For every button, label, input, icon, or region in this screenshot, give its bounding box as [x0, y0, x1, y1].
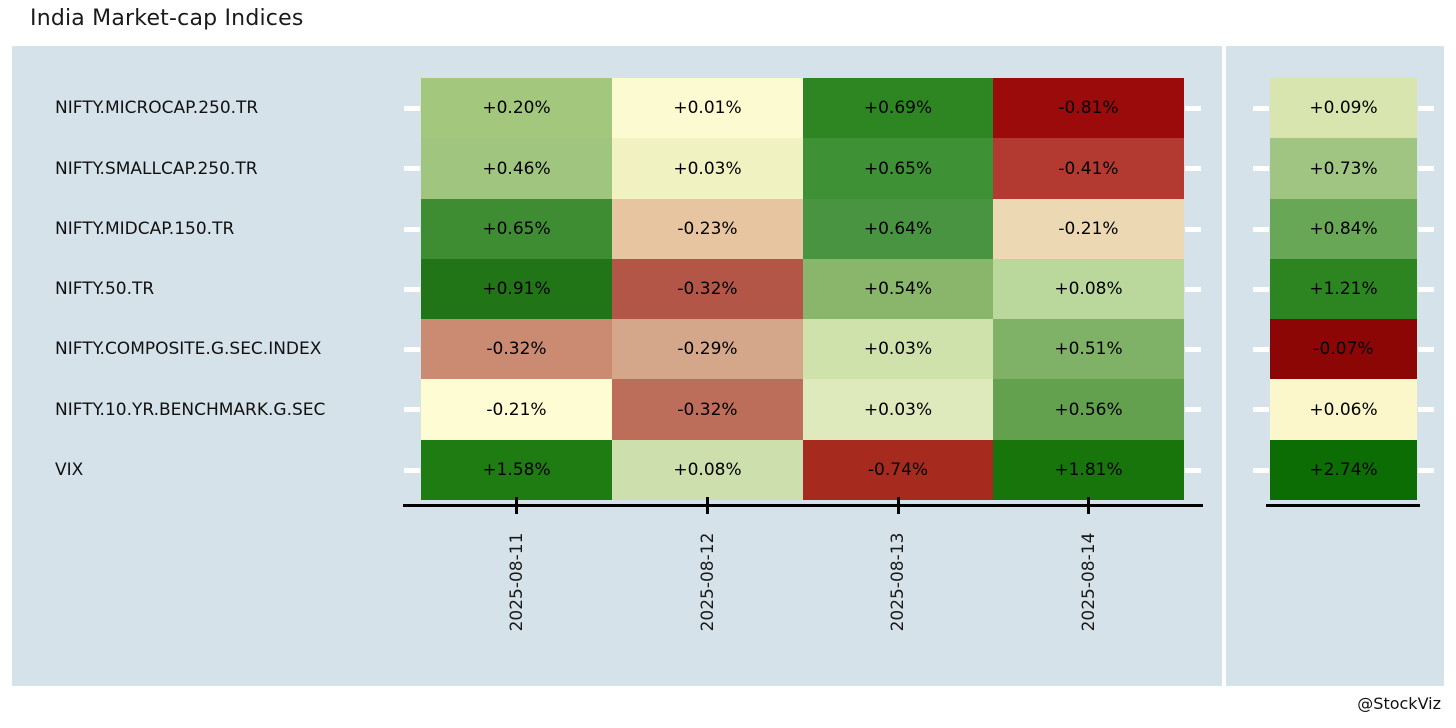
- y-tick: [1253, 347, 1269, 352]
- y-tick: [404, 166, 420, 171]
- summary-cell: +0.73%: [1270, 138, 1417, 199]
- y-tick: [1185, 106, 1201, 111]
- heatmap-cell: -0.41%: [993, 138, 1184, 199]
- y-tick: [404, 407, 420, 412]
- y-tick: [404, 227, 420, 232]
- summary-cell: -0.07%: [1270, 319, 1417, 379]
- row-label: VIX: [55, 460, 84, 480]
- heatmap-cell: +0.01%: [612, 78, 803, 138]
- heatmap-cell: +0.56%: [993, 379, 1184, 440]
- y-tick: [1185, 227, 1201, 232]
- x-tick: [1087, 497, 1090, 514]
- y-tick: [1185, 287, 1201, 292]
- x-axis-label: 2025-08-14: [1079, 532, 1099, 632]
- y-tick: [404, 287, 420, 292]
- y-tick: [1253, 166, 1269, 171]
- heatmap-cell: +0.20%: [421, 78, 612, 138]
- x-axis-line-main: [403, 504, 1203, 507]
- y-tick: [1253, 227, 1269, 232]
- heatmap-cell: +0.69%: [803, 78, 993, 138]
- heatmap-cell: +1.81%: [993, 440, 1184, 500]
- heatmap-cell: -0.74%: [803, 440, 993, 500]
- heatmap-cell: -0.21%: [421, 379, 612, 440]
- heatmap-cell: +0.03%: [803, 319, 993, 379]
- y-tick: [1253, 468, 1269, 473]
- y-tick: [1185, 347, 1201, 352]
- y-tick: [1418, 166, 1434, 171]
- y-tick: [1418, 347, 1434, 352]
- summary-cell: +0.84%: [1270, 199, 1417, 259]
- heatmap-cell: +0.03%: [612, 138, 803, 199]
- heatmap-cell: +0.64%: [803, 199, 993, 259]
- summary-cell: +1.21%: [1270, 259, 1417, 319]
- row-label: NIFTY.COMPOSITE.G.SEC.INDEX: [55, 339, 322, 359]
- y-tick: [1253, 287, 1269, 292]
- heatmap-cell: +0.54%: [803, 259, 993, 319]
- heatmap-cell: +0.08%: [993, 259, 1184, 319]
- y-tick: [404, 106, 420, 111]
- y-tick: [1185, 407, 1201, 412]
- chart-title: India Market-cap Indices: [30, 6, 304, 31]
- summary-cell: +2.74%: [1270, 440, 1417, 500]
- heatmap-cell: -0.21%: [993, 199, 1184, 259]
- row-label: NIFTY.SMALLCAP.250.TR: [55, 158, 258, 179]
- heatmap-cell: -0.32%: [612, 259, 803, 319]
- heatmap-cell: +0.46%: [421, 138, 612, 199]
- heatmap-cell: +0.91%: [421, 259, 612, 319]
- row-label: NIFTY.MICROCAP.250.TR: [55, 98, 259, 118]
- heatmap-cell: -0.23%: [612, 199, 803, 259]
- row-label: NIFTY.10.YR.BENCHMARK.G.SEC: [55, 399, 326, 420]
- y-tick: [1185, 166, 1201, 171]
- x-axis-label: 2025-08-12: [698, 532, 718, 632]
- y-tick: [1418, 227, 1434, 232]
- y-tick: [1418, 287, 1434, 292]
- heatmap-cell: +0.51%: [993, 319, 1184, 379]
- x-axis-label: 2025-08-11: [507, 532, 527, 632]
- heatmap-cell: +0.08%: [612, 440, 803, 500]
- y-tick: [404, 468, 420, 473]
- watermark: @StockViz: [1357, 694, 1441, 713]
- heatmap-cell: +0.65%: [803, 138, 993, 199]
- summary-cell: +0.06%: [1270, 379, 1417, 440]
- y-tick: [1185, 468, 1201, 473]
- x-tick: [515, 497, 518, 514]
- heatmap-cell: -0.81%: [993, 78, 1184, 138]
- heatmap-cell: +1.58%: [421, 440, 612, 500]
- heatmap-cell: +0.03%: [803, 379, 993, 440]
- y-tick: [1253, 407, 1269, 412]
- heatmap-cell: +0.65%: [421, 199, 612, 259]
- row-label: NIFTY.MIDCAP.150.TR: [55, 219, 235, 239]
- heatmap-cell: -0.32%: [612, 379, 803, 440]
- y-tick: [1418, 407, 1434, 412]
- row-label: NIFTY.50.TR: [55, 279, 155, 299]
- y-tick: [1418, 468, 1434, 473]
- heatmap-cell: -0.32%: [421, 319, 612, 379]
- heatmap-cell: -0.29%: [612, 319, 803, 379]
- y-tick: [1418, 106, 1434, 111]
- x-tick: [897, 497, 900, 514]
- y-tick: [404, 347, 420, 352]
- summary-cell: +0.09%: [1270, 78, 1417, 138]
- x-axis-line-summary: [1266, 504, 1420, 507]
- x-tick: [706, 497, 709, 514]
- x-axis-label: 2025-08-13: [888, 532, 908, 632]
- y-tick: [1253, 106, 1269, 111]
